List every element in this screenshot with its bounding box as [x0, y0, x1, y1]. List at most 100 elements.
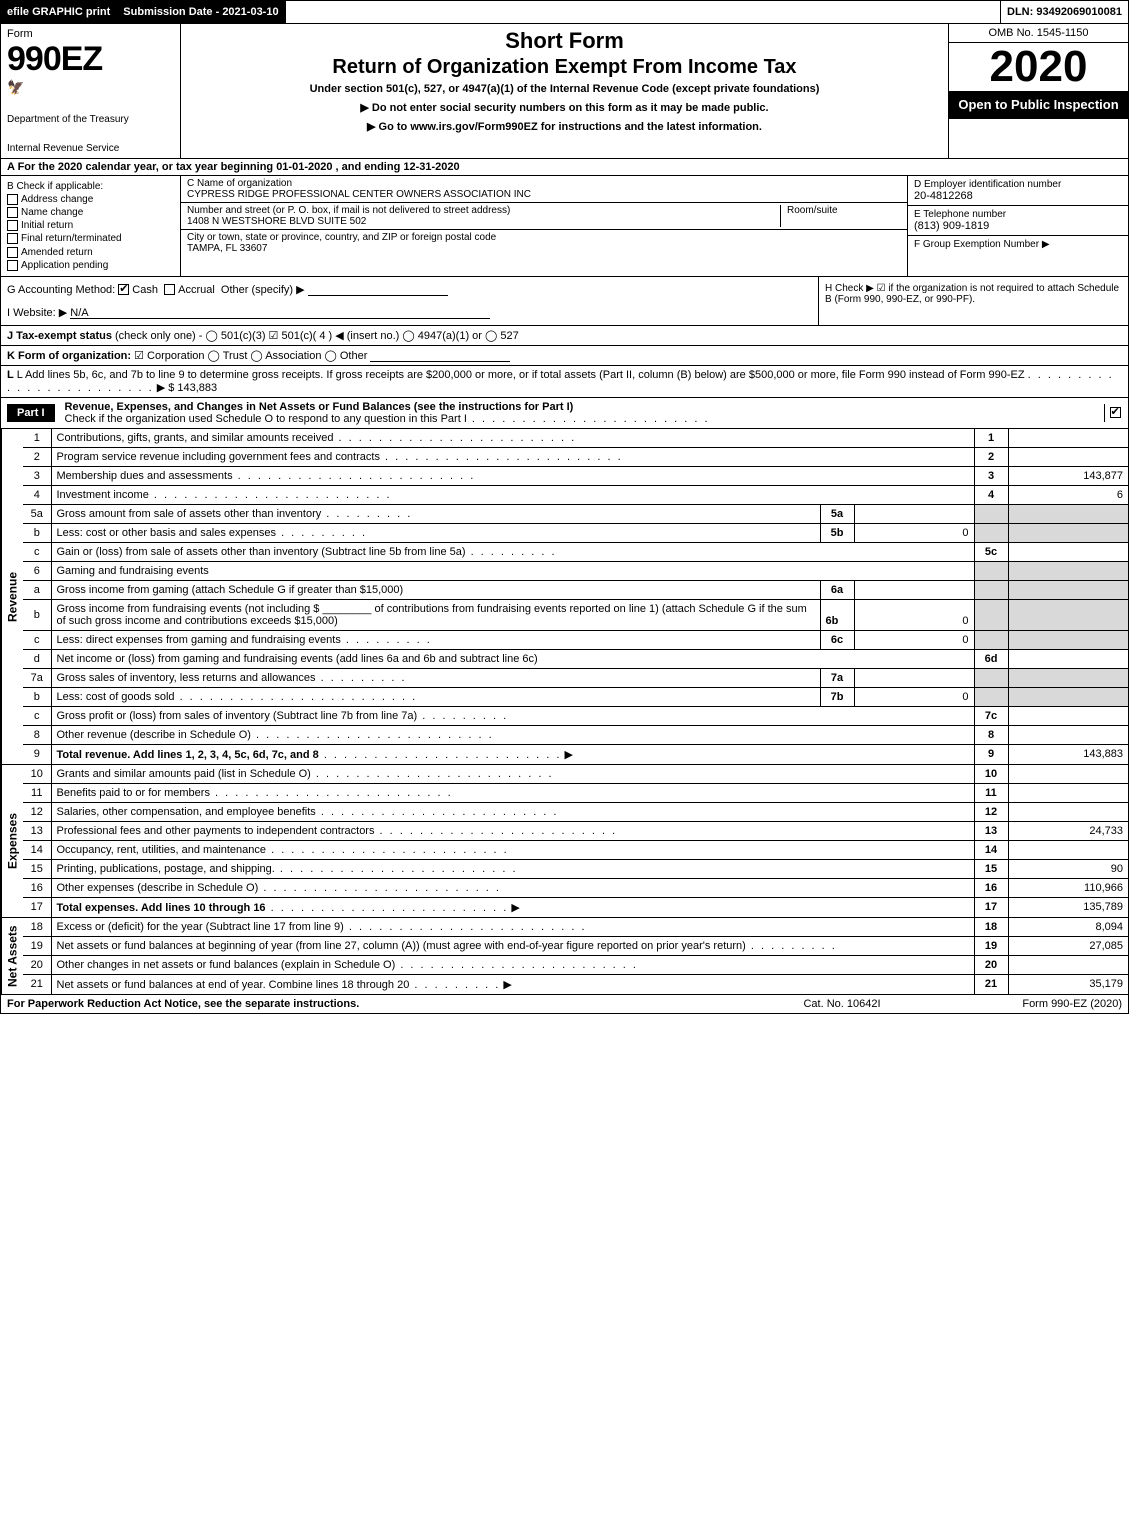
chk-application-pending[interactable]: Application pending: [7, 260, 174, 271]
c-city-label: City or town, state or province, country…: [187, 232, 901, 243]
efile-print-label[interactable]: efile GRAPHIC print: [1, 1, 117, 23]
expenses-side-label: Expenses: [1, 765, 23, 917]
d-ein-label: D Employer identification number: [914, 179, 1122, 190]
page-footer: For Paperwork Reduction Act Notice, see …: [0, 995, 1129, 1014]
line-j: J Tax-exempt status (check only one) - ◯…: [0, 326, 1129, 346]
box-b: B Check if applicable: Address change Na…: [1, 176, 181, 276]
chk-amended-return[interactable]: Amended return: [7, 247, 174, 258]
e-phone-value: (813) 909-1819: [914, 220, 1122, 232]
revenue-section: Revenue 1Contributions, gifts, grants, a…: [0, 429, 1129, 765]
line-g: G Accounting Method: Cash Accrual Other …: [7, 283, 812, 296]
submission-date-label: Submission Date - 2021-03-10: [117, 1, 285, 23]
box-c: C Name of organization CYPRESS RIDGE PRO…: [181, 176, 908, 276]
c-name-label: C Name of organization: [187, 178, 901, 189]
table-row: 13Professional fees and other payments t…: [23, 821, 1128, 840]
tax-year: 2020: [949, 43, 1128, 91]
box-b-header: B Check if applicable:: [7, 181, 174, 192]
net-assets-side-label: Net Assets: [1, 918, 23, 994]
part-i-schedule-o-checkbox[interactable]: [1104, 404, 1128, 422]
e-phone-label: E Telephone number: [914, 209, 1122, 220]
chk-final-return[interactable]: Final return/terminated: [7, 233, 174, 244]
table-row: dNet income or (loss) from gaming and fu…: [23, 649, 1128, 668]
table-row: 20Other changes in net assets or fund ba…: [23, 955, 1128, 974]
line-l: L L Add lines 5b, 6c, and 7b to line 9 t…: [0, 366, 1129, 398]
org-city: TAMPA, FL 33607: [187, 243, 901, 254]
form-header: Form 990EZ 🦅 Department of the Treasury …: [0, 24, 1129, 159]
dln-label: DLN: 93492069010081: [1000, 1, 1128, 23]
irs-eagle-icon: 🦅: [7, 79, 24, 95]
table-row: 16Other expenses (describe in Schedule O…: [23, 878, 1128, 897]
net-assets-table: 18Excess or (deficit) for the year (Subt…: [23, 918, 1128, 994]
table-row: 6Gaming and fundraising events: [23, 561, 1128, 580]
chk-address-change[interactable]: Address change: [7, 194, 174, 205]
table-row: 3Membership dues and assessments3143,877: [23, 466, 1128, 485]
table-row: bGross income from fundraising events (n…: [23, 599, 1128, 630]
part-i-badge: Part I: [7, 404, 55, 422]
form-subtitle: Under section 501(c), 527, or 4947(a)(1)…: [189, 83, 940, 95]
department-label: Department of the Treasury: [7, 114, 174, 125]
table-row: aGross income from gaming (attach Schedu…: [23, 580, 1128, 599]
form-word: Form: [7, 28, 174, 40]
d-ein-value: 20-4812268: [914, 190, 1122, 202]
expenses-table: 10Grants and similar amounts paid (list …: [23, 765, 1128, 917]
catalog-number: Cat. No. 10642I: [762, 998, 922, 1010]
line-a-tax-year: A For the 2020 calendar year, or tax yea…: [0, 159, 1129, 176]
chk-cash[interactable]: [118, 284, 129, 295]
table-row: 19Net assets or fund balances at beginni…: [23, 936, 1128, 955]
instructions-link[interactable]: ▶ Go to www.irs.gov/Form990EZ for instru…: [189, 120, 940, 133]
table-row: 2Program service revenue including gover…: [23, 447, 1128, 466]
form-id-footer: Form 990-EZ (2020): [922, 998, 1122, 1010]
paperwork-notice: For Paperwork Reduction Act Notice, see …: [7, 998, 762, 1010]
header-left: Form 990EZ 🦅 Department of the Treasury …: [1, 24, 181, 158]
f-group-exemption: F Group Exemption Number ▶: [914, 239, 1122, 250]
form-number: 990EZ: [7, 40, 174, 79]
topbar-spacer: [286, 1, 1000, 23]
part-i-check-line: Check if the organization used Schedule …: [65, 413, 1100, 425]
table-row: 10Grants and similar amounts paid (list …: [23, 765, 1128, 784]
table-row: 15Printing, publications, postage, and s…: [23, 859, 1128, 878]
short-form-title: Short Form: [189, 28, 940, 54]
table-row: cLess: direct expenses from gaming and f…: [23, 630, 1128, 649]
table-row: 14Occupancy, rent, utilities, and mainte…: [23, 840, 1128, 859]
line-k: K Form of organization: ☑ Corporation ◯ …: [0, 346, 1129, 366]
org-street: 1408 N WESTSHORE BLVD SUITE 502: [187, 216, 774, 227]
expenses-section: Expenses 10Grants and similar amounts pa…: [0, 765, 1129, 918]
chk-initial-return[interactable]: Initial return: [7, 220, 174, 231]
room-suite-label: Room/suite: [781, 205, 901, 227]
table-row: 1Contributions, gifts, grants, and simil…: [23, 429, 1128, 448]
table-row: cGain or (loss) from sale of assets othe…: [23, 542, 1128, 561]
revenue-side-label: Revenue: [1, 429, 23, 764]
header-center: Short Form Return of Organization Exempt…: [181, 24, 948, 158]
part-i-header: Part I Revenue, Expenses, and Changes in…: [0, 398, 1129, 429]
table-row: 7aGross sales of inventory, less returns…: [23, 668, 1128, 687]
form-title: Return of Organization Exempt From Incom…: [189, 56, 940, 79]
table-row: 12Salaries, other compensation, and empl…: [23, 802, 1128, 821]
irs-label: Internal Revenue Service: [7, 143, 174, 154]
top-bar: efile GRAPHIC print Submission Date - 20…: [0, 0, 1129, 24]
net-assets-section: Net Assets 18Excess or (deficit) for the…: [0, 918, 1129, 995]
header-right: OMB No. 1545-1150 2020 Open to Public In…: [948, 24, 1128, 158]
table-row: 8Other revenue (describe in Schedule O)8: [23, 725, 1128, 744]
table-row: bLess: cost or other basis and sales exp…: [23, 523, 1128, 542]
ssn-warning: ▶ Do not enter social security numbers o…: [189, 101, 940, 114]
org-name: CYPRESS RIDGE PROFESSIONAL CENTER OWNERS…: [187, 189, 901, 200]
line-h: H Check ▶ ☑ if the organization is not r…: [818, 277, 1128, 325]
row-gh: G Accounting Method: Cash Accrual Other …: [0, 277, 1129, 326]
part-i-title: Revenue, Expenses, and Changes in Net As…: [65, 401, 1100, 413]
table-row: 5aGross amount from sale of assets other…: [23, 504, 1128, 523]
org-info-grid: B Check if applicable: Address change Na…: [0, 176, 1129, 277]
chk-accrual[interactable]: [164, 284, 175, 295]
table-row: cGross profit or (loss) from sales of in…: [23, 706, 1128, 725]
chk-name-change[interactable]: Name change: [7, 207, 174, 218]
table-row: 17Total expenses. Add lines 10 through 1…: [23, 897, 1128, 917]
revenue-table: 1Contributions, gifts, grants, and simil…: [23, 429, 1128, 764]
table-row: bLess: cost of goods sold7b0: [23, 687, 1128, 706]
c-street-label: Number and street (or P. O. box, if mail…: [187, 205, 774, 216]
table-row: 9Total revenue. Add lines 1, 2, 3, 4, 5c…: [23, 744, 1128, 764]
table-row: 4Investment income46: [23, 485, 1128, 504]
public-inspection-badge: Open to Public Inspection: [949, 91, 1128, 119]
table-row: 11Benefits paid to or for members11: [23, 783, 1128, 802]
website-value: N/A: [70, 307, 490, 319]
line-l-amount: ▶ $ 143,883: [157, 382, 217, 394]
line-i: I Website: ▶ N/A: [7, 306, 812, 319]
